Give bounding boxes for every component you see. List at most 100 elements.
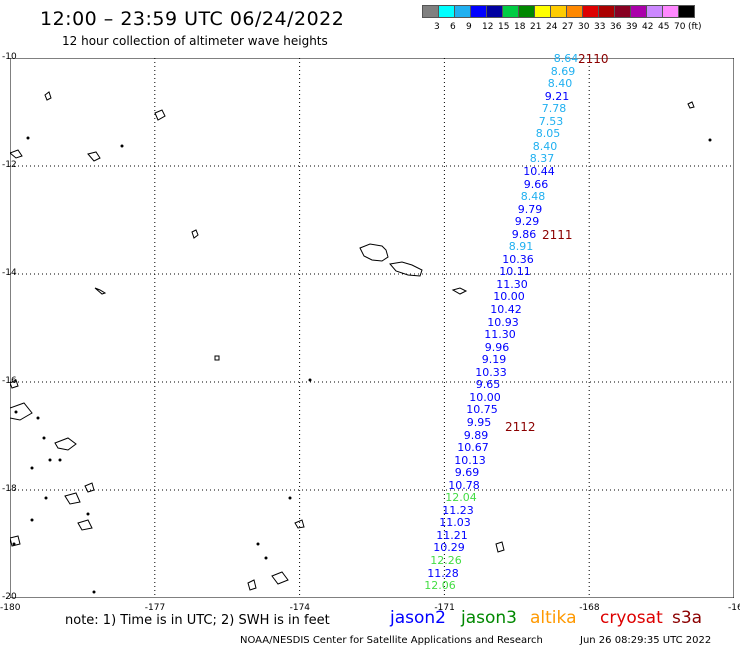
color-swatch-2: [454, 5, 471, 18]
wave-height-value: 8.40: [547, 77, 573, 91]
island-samoa-west: [359, 243, 389, 262]
wave-height-value: 8.48: [520, 190, 546, 204]
wave-height-value: 9.65: [475, 378, 501, 392]
wave-height-value: 8.91: [508, 240, 534, 254]
color-swatch-4: [486, 5, 503, 18]
satellite-jason2: jason2: [390, 608, 446, 628]
wave-height-value: 11.03: [439, 516, 471, 530]
lon-tick-label: -165: [728, 603, 740, 613]
island-o: [10, 379, 19, 389]
wave-height-value: 9.19: [481, 353, 507, 367]
color-swatch-15: [662, 5, 679, 18]
island-e: [10, 402, 33, 421]
island-c: [10, 149, 23, 159]
color-scale-label: 45: [658, 22, 670, 32]
wave-height-value: 8.40: [532, 139, 558, 153]
wave-height-value: 10.00: [469, 390, 501, 404]
wave-height-value: 8.64: [553, 52, 579, 65]
wave-height-value: 8.05: [535, 127, 561, 141]
wave-height-value: 9.86: [511, 227, 537, 241]
color-swatch-11: [598, 5, 615, 18]
color-swatch-13: [630, 5, 647, 18]
wave-height-value: 9.29: [514, 215, 540, 229]
wave-height-value: 10.44: [523, 164, 555, 178]
island-f: [54, 437, 77, 451]
island-m: [247, 579, 257, 591]
wave-height-value: 10.11: [499, 265, 531, 279]
island-outlines: [10, 91, 695, 591]
wave-height-value: 10.13: [454, 453, 486, 467]
lat-tick-label: -14: [2, 268, 17, 278]
island-a: [154, 109, 166, 121]
island-futuna: [94, 287, 107, 295]
pass-number-label: 2112: [505, 420, 536, 434]
color-swatch-12: [614, 5, 631, 18]
color-scale-label: 33: [594, 22, 606, 32]
wave-height-value: 7.78: [541, 102, 567, 116]
lat-tick-label: -12: [2, 160, 17, 170]
color-scale-label: 39: [626, 22, 638, 32]
island-l: [271, 571, 289, 585]
wave-height-value: 10.29: [433, 541, 465, 555]
island-wallis: [191, 229, 199, 239]
color-swatch-7: [534, 5, 551, 18]
lat-tick-label: -18: [2, 484, 17, 494]
map-frame: [10, 58, 734, 598]
wave-height-value: 11.23: [442, 503, 474, 517]
lat-tick-label: -20: [2, 592, 17, 602]
island-h: [84, 482, 95, 493]
island-niue-like: [214, 355, 220, 361]
wave-height-value: 10.33: [475, 365, 507, 379]
color-scale-label: 27: [562, 22, 574, 32]
lon-tick-label: -174: [289, 603, 311, 613]
island-samoa-east: [389, 261, 423, 277]
wave-height-value: 10.42: [490, 303, 522, 316]
page-subtitle: 12 hour collection of altimeter wave hei…: [62, 34, 328, 48]
island-g: [64, 492, 81, 505]
lat-tick-label: -16: [2, 376, 17, 386]
wave-height-value: 8.69: [550, 64, 576, 78]
color-swatch-9: [566, 5, 583, 18]
wave-height-value: 7.53: [538, 114, 564, 128]
island-j: [10, 535, 21, 547]
lon-tick-label: -180: [0, 603, 21, 613]
color-scale-label: 36: [610, 22, 622, 32]
island-b: [44, 91, 52, 101]
wave-height-value: 11.30: [484, 328, 516, 342]
color-scale-label: 15: [498, 22, 510, 32]
island-k: [294, 519, 305, 529]
wave-height-value: 9.95: [466, 415, 492, 429]
map-grid: [10, 58, 734, 598]
timestamp: Jun 26 08:29:35 UTC 2022: [580, 635, 712, 646]
wave-height-value: 11.30: [496, 277, 528, 291]
island-d: [87, 151, 101, 162]
satellite-s3a: s3a: [672, 608, 703, 628]
wave-height-value: 9.96: [484, 340, 510, 354]
lon-tick-label: -171: [434, 603, 455, 613]
small-island-dots: [12, 136, 712, 594]
altimeter-map: 8.64 8.69 8.40 9.21 7.78 7.53 8.05 8.40 8.37 10.4…: [10, 52, 734, 598]
wave-height-value: 11.28: [427, 566, 459, 580]
satellite-cryosat: cryosat: [600, 608, 663, 628]
satellite-jason3: jason3: [461, 608, 517, 628]
color-scale-label: 24: [546, 22, 558, 32]
color-scale-label: 18: [514, 22, 526, 32]
color-scale-label: 9: [466, 22, 472, 32]
color-swatch-14: [646, 5, 663, 18]
lat-tick-label: -10: [2, 52, 17, 62]
color-swatch-3: [470, 5, 487, 18]
wave-height-value: 10.00: [493, 290, 525, 304]
wave-height-value: 10.93: [487, 315, 519, 329]
color-scale-label: 12: [482, 22, 494, 32]
lon-tick-label: -168: [579, 603, 600, 613]
lon-tick-label: -177: [144, 603, 166, 613]
color-swatch-6: [518, 5, 535, 18]
wave-height-value: 8.37: [529, 152, 555, 166]
color-scale-label: 6: [450, 22, 456, 32]
color-swatch-8: [550, 5, 567, 18]
wave-height-value: 10.67: [457, 441, 489, 455]
color-swatch-0: [422, 5, 439, 18]
wave-height-value: 11.21: [436, 528, 468, 542]
wave-height-value: 9.89: [463, 428, 489, 442]
wave-height-value: 9.69: [454, 466, 480, 480]
